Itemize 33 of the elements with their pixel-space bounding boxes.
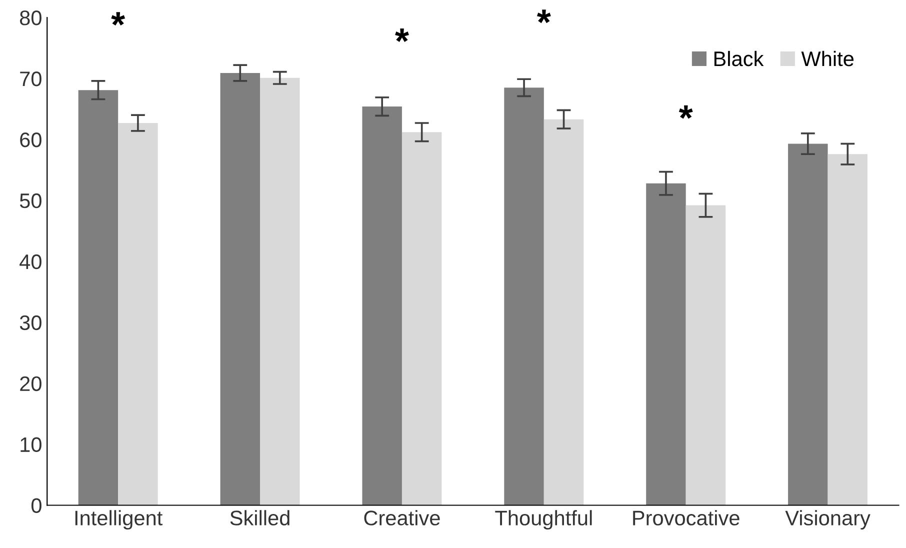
y-tick-label: 60 <box>20 132 42 148</box>
bar <box>260 78 300 506</box>
y-tick-label: 10 <box>20 437 42 452</box>
bar <box>78 90 118 506</box>
y-tick-label: 70 <box>20 72 42 86</box>
x-tick-label: Intelligent <box>75 510 163 530</box>
annotation: * <box>536 10 551 24</box>
bar <box>646 183 686 506</box>
x-tick-label: Skilled <box>230 510 290 526</box>
y-tick-label: 0 <box>31 498 42 514</box>
bar <box>686 205 726 506</box>
x-tick-label: Thoughtful <box>495 510 592 530</box>
annotation: * <box>395 28 409 42</box>
x-tick-label: Provocative <box>633 510 740 526</box>
bar <box>504 88 544 506</box>
y-tick-label: 30 <box>20 315 42 330</box>
bar <box>402 132 442 506</box>
bar <box>220 73 260 506</box>
bar <box>362 106 402 506</box>
bar <box>828 154 868 506</box>
x-tick-label: Visionary <box>785 510 870 530</box>
legend-label: White <box>801 50 854 66</box>
y-tick-label: 80 <box>20 10 42 26</box>
x-tick-label: Creative <box>364 510 440 526</box>
y-tick-label: 50 <box>20 193 42 208</box>
legend-label: Black <box>714 50 764 66</box>
bar <box>544 119 584 506</box>
y-tick-label: 40 <box>20 254 42 270</box>
bar <box>118 123 158 506</box>
bar <box>788 144 828 506</box>
y-tick-label: 20 <box>20 376 42 392</box>
annotation: * <box>678 105 693 119</box>
annotation: * <box>111 12 126 26</box>
